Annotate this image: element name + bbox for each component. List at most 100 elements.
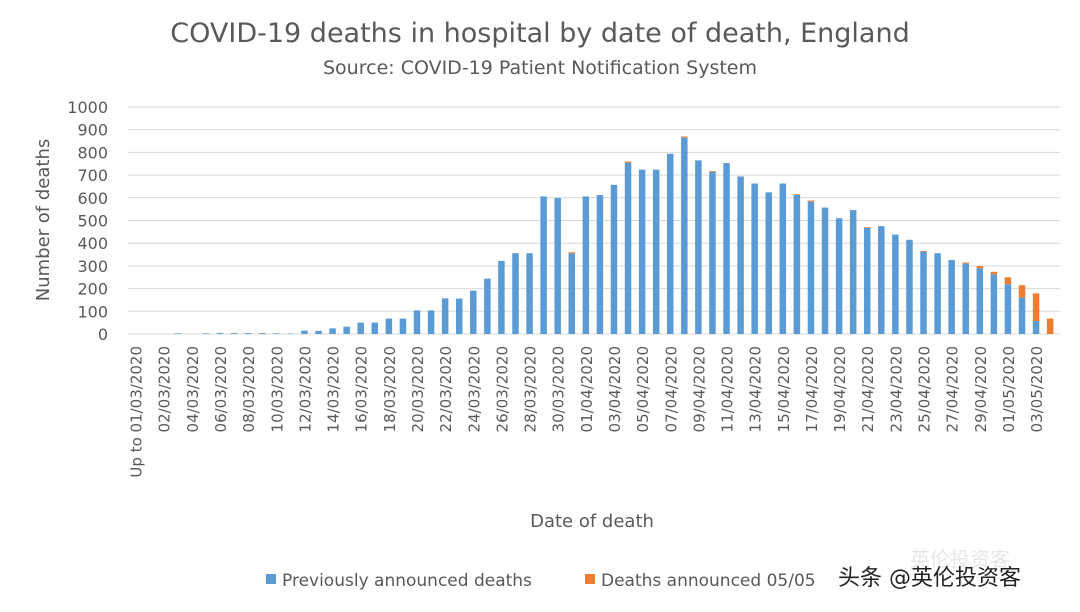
x-tick-label: 28/03/2020 — [522, 346, 540, 432]
x-tick-label: 18/03/2020 — [381, 346, 399, 432]
bar-previous — [385, 318, 393, 334]
x-tick-label: 19/04/2020 — [831, 346, 849, 432]
bar-previous — [371, 322, 379, 334]
bar-previous — [1032, 321, 1040, 334]
x-tick-label: 02/03/2020 — [156, 346, 174, 432]
bar-previous — [765, 192, 772, 334]
bar-previous — [906, 239, 913, 334]
x-tick-label: 06/03/2020 — [212, 346, 230, 432]
bar-previous — [652, 169, 660, 334]
bar-previous — [863, 227, 871, 334]
x-tick-label: 05/04/2020 — [634, 346, 652, 432]
bar-previous — [934, 253, 941, 334]
bar-previous — [878, 226, 885, 334]
bar-previous — [258, 333, 266, 334]
bar-previous — [315, 330, 322, 334]
legend-label-previous: Previously announced deaths — [282, 571, 532, 591]
x-tick-label: 21/04/2020 — [859, 346, 877, 432]
bar-previous — [427, 310, 435, 334]
x-tick-label: 07/04/2020 — [662, 346, 680, 432]
x-tick-label: 27/04/2020 — [944, 346, 962, 432]
legend-swatch-new — [585, 574, 595, 584]
x-tick-label: 09/04/2020 — [690, 346, 708, 432]
bar-new — [568, 252, 576, 254]
bar-new — [962, 262, 969, 264]
x-tick-label: 25/04/2020 — [916, 346, 934, 432]
bar-previous — [624, 162, 632, 334]
bar-previous — [849, 210, 857, 334]
bar-previous — [230, 333, 238, 334]
y-axis-ticks: 0 100 200 300 400 500 600 700 800 900 1000 — [67, 98, 108, 344]
bar-previous — [216, 333, 224, 334]
bar-new — [1018, 285, 1026, 298]
bar-previous — [681, 137, 688, 334]
chart-subtitle: Source: COVID-19 Patient Notification Sy… — [323, 57, 757, 79]
bar-previous — [835, 218, 843, 334]
bar-previous — [737, 176, 744, 334]
x-tick-label: 14/03/2020 — [325, 346, 343, 432]
y-tick-label: 400 — [77, 234, 108, 253]
legend-swatch-previous — [266, 574, 276, 584]
x-tick-label: 04/03/2020 — [184, 346, 202, 432]
bar-previous — [793, 194, 801, 334]
bar-new — [863, 227, 871, 228]
bar-previous — [990, 274, 998, 334]
x-tick-label: 13/04/2020 — [747, 346, 765, 432]
bar-previous — [638, 169, 646, 334]
bar-new — [624, 161, 632, 163]
y-tick-label: 100 — [77, 302, 108, 321]
x-tick-label: 22/03/2020 — [437, 346, 455, 432]
x-tick-label: 01/04/2020 — [578, 346, 596, 432]
y-tick-label: 1000 — [67, 98, 108, 117]
bar-previous — [202, 333, 210, 334]
watermark-faint: 英伦投资客 — [910, 547, 1010, 571]
bar-new — [681, 136, 688, 138]
bar-previous — [667, 153, 674, 334]
x-tick-label: 01/05/2020 — [1000, 346, 1018, 432]
bar-previous — [976, 268, 984, 334]
bar-previous — [807, 201, 815, 334]
bar-previous — [498, 260, 505, 334]
bar-previous — [329, 328, 336, 334]
bar-new — [976, 265, 984, 269]
y-axis-label: Number of deaths — [33, 139, 54, 301]
bar-previous — [582, 196, 590, 334]
bar-previous — [413, 310, 421, 334]
bar-previous — [1018, 297, 1026, 334]
bar-previous — [695, 160, 702, 334]
y-tick-label: 700 — [77, 166, 108, 185]
bar-previous — [948, 259, 955, 334]
bar-new — [990, 271, 998, 275]
x-axis-label: Date of death — [530, 511, 654, 532]
y-tick-label: 500 — [77, 212, 108, 231]
y-tick-label: 200 — [77, 280, 108, 299]
legend: Previously announced deaths Deaths annou… — [266, 571, 816, 591]
x-tick-label: 03/05/2020 — [1028, 346, 1046, 432]
x-tick-label: Up to 01/03/2020 — [128, 346, 146, 478]
bar-previous — [610, 184, 618, 334]
y-tick-label: 300 — [77, 257, 108, 276]
bar-previous — [399, 318, 407, 334]
gridlines — [128, 106, 1060, 335]
watermark: 英伦投资客 头条 @英伦投资客 — [838, 547, 1021, 591]
bar-previous — [540, 196, 547, 334]
bar-previous — [554, 198, 561, 334]
y-tick-label: 600 — [77, 189, 108, 208]
bar-previous — [526, 253, 533, 334]
chart-title: COVID-19 deaths in hospital by date of d… — [170, 18, 909, 49]
bar-new — [793, 194, 801, 195]
bars — [174, 136, 1054, 334]
bar-previous — [920, 251, 927, 334]
bar-previous — [892, 234, 899, 334]
x-tick-label: 26/03/2020 — [493, 346, 511, 432]
y-tick-label: 900 — [77, 121, 108, 140]
bar-previous — [779, 183, 787, 334]
x-tick-label: 15/04/2020 — [775, 346, 793, 432]
bar-new — [1046, 318, 1054, 334]
bar-previous — [821, 207, 829, 334]
bar-previous — [484, 278, 491, 334]
bar-previous — [301, 330, 308, 334]
x-tick-label: 10/03/2020 — [268, 346, 286, 432]
bar-previous — [751, 183, 758, 334]
